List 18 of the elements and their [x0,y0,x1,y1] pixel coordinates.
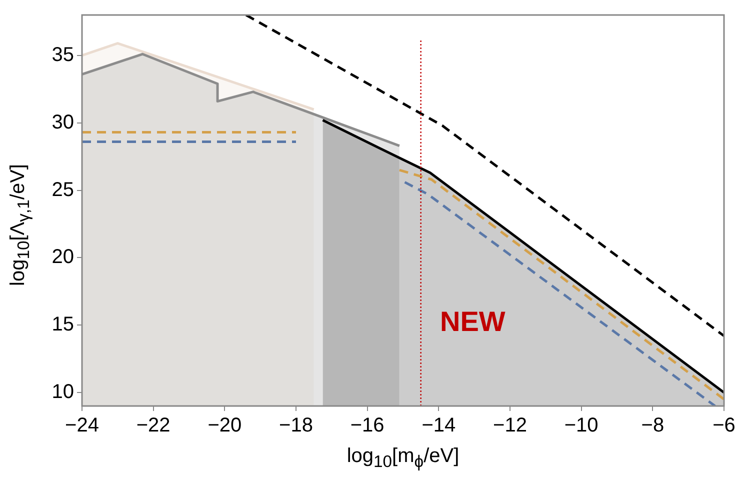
x-tick-label: −8 [641,414,664,437]
x-tick-label: −24 [65,414,99,437]
y-tick-label: 20 [52,246,74,268]
x-tick-label: −22 [136,414,170,437]
y-tick-label: 35 [52,44,74,66]
annotation: NEW [440,306,506,338]
x-tick-label: −6 [712,414,736,437]
x-tick-label: −18 [279,414,313,437]
y-tick-label: 30 [52,111,74,134]
y-tick-label: 15 [52,314,74,336]
x-axis-title: log$_{10}$[m$_{ϕ}$/eV] [346,445,460,472]
x-tick-label: −12 [493,414,527,437]
x-tick-label: −10 [564,414,598,437]
x-tick-label: −20 [208,414,242,437]
x-tick-label: −14 [422,414,456,437]
y-tick-label: 25 [52,178,74,201]
x-tick-label: −16 [350,414,384,437]
y-tick-label: 10 [52,381,74,404]
